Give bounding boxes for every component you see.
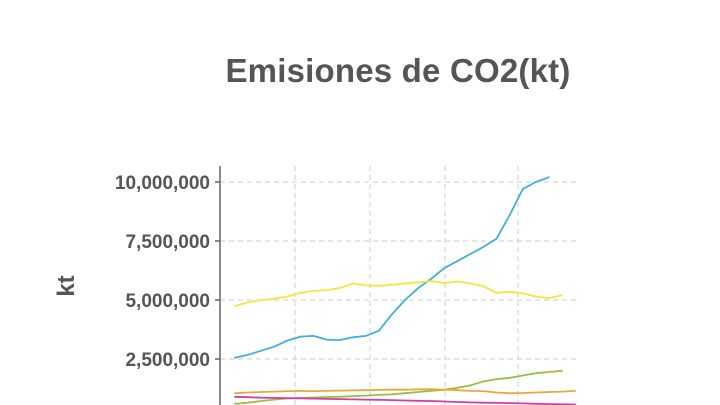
grid [220, 166, 578, 405]
y-tick-label: 10,000,000 [115, 173, 210, 194]
series-lines [234, 176, 576, 405]
series-line-5 [234, 395, 576, 405]
y-axis-ticks: 2,500,000 5,000,000 7,500,000 10,000,000 [115, 173, 220, 371]
chart-title: Emisiones de CO2(kt) [225, 52, 571, 89]
series-line-2 [234, 280, 563, 307]
series-line-4 [234, 388, 576, 395]
series-line-1 [234, 176, 550, 359]
y-tick-label: 5,000,000 [125, 291, 210, 312]
y-axis-title: kt [53, 275, 80, 296]
y-tick-label: 7,500,000 [125, 232, 210, 253]
y-tick-label: 2,500,000 [125, 350, 210, 371]
